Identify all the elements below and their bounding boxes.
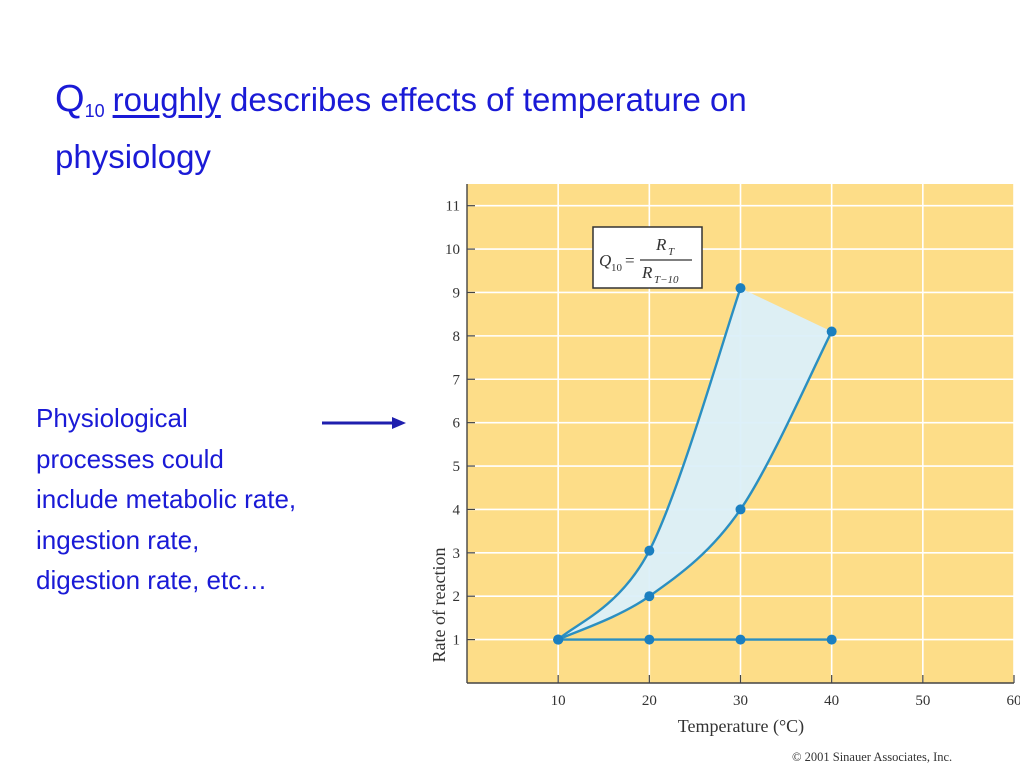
title-q-subscript: 10 bbox=[84, 101, 105, 121]
y-tick-label: 7 bbox=[453, 372, 461, 388]
copyright: © 2001 Sinauer Associates, Inc. bbox=[792, 750, 953, 764]
side-note-line: ingestion rate, bbox=[36, 524, 200, 555]
y-tick-label: 1 bbox=[453, 633, 461, 649]
title-rest: describes effects of temperature on bbox=[230, 81, 747, 118]
y-tick-label: 6 bbox=[453, 416, 461, 432]
side-note-line: include metabolic rate, bbox=[36, 484, 297, 514]
formula-denominator-subscript: T−10 bbox=[654, 274, 679, 286]
slide-title: Q10 roughly describes effects of temperat… bbox=[55, 76, 955, 180]
data-point bbox=[735, 283, 746, 294]
formula-numerator-subscript: T bbox=[668, 246, 675, 258]
formula-numerator: R bbox=[655, 235, 667, 254]
data-point bbox=[735, 504, 746, 515]
series-line-1 bbox=[557, 287, 742, 641]
y-tick-label: 2 bbox=[453, 589, 461, 605]
shaded-area bbox=[558, 288, 832, 640]
x-tick-label: 20 bbox=[642, 693, 657, 709]
formula-frame bbox=[592, 226, 703, 289]
side-note-line: Physiological bbox=[36, 403, 188, 433]
rate-temperature-chart: 1 2 3 4 5 6 7 8 9 10 11 10 20 30 40 50 60 Rate of reacti… bbox=[429, 184, 1020, 737]
title-roughly: roughly bbox=[112, 81, 221, 118]
x-tick-label: 50 bbox=[915, 693, 930, 709]
formula-equals: = bbox=[625, 251, 635, 270]
series-lines bbox=[557, 287, 833, 641]
axes: 1 2 3 4 5 6 7 8 9 10 11 10 20 30 40 50 60 bbox=[445, 184, 1020, 709]
y-axis-title: Rate of reaction bbox=[429, 548, 449, 663]
y-tick-label: 11 bbox=[446, 199, 460, 215]
series-line-2 bbox=[557, 330, 833, 641]
formula-denominator: R bbox=[641, 263, 653, 282]
q10-formula-box: Q 10 = R T R T−10 bbox=[592, 226, 703, 289]
data-point bbox=[644, 545, 655, 556]
data-point bbox=[553, 634, 564, 645]
x-tick-label: 40 bbox=[824, 693, 839, 709]
data-point bbox=[735, 634, 746, 645]
title-q: Q bbox=[55, 78, 85, 120]
x-tick-label: 30 bbox=[733, 693, 748, 709]
pointer-arrow-icon bbox=[322, 417, 406, 429]
formula-lhs: Q bbox=[599, 251, 611, 270]
shaded-region bbox=[558, 288, 832, 640]
title-line2: physiology bbox=[55, 138, 211, 175]
arrow-head bbox=[392, 417, 406, 429]
y-tick-label: 10 bbox=[445, 242, 460, 258]
data-point bbox=[644, 591, 655, 602]
side-note-line: digestion rate, etc… bbox=[36, 565, 268, 595]
y-tick-label: 5 bbox=[453, 459, 461, 475]
y-tick-label: 3 bbox=[453, 546, 461, 562]
y-tick-label: 8 bbox=[453, 329, 461, 345]
y-tick-label: 4 bbox=[453, 502, 461, 518]
data-point bbox=[826, 634, 837, 645]
x-tick-label: 10 bbox=[551, 693, 566, 709]
data-point bbox=[644, 634, 655, 645]
side-note: Physiological processes could include me… bbox=[36, 398, 396, 601]
data-points bbox=[553, 283, 837, 645]
y-tick-label: 9 bbox=[453, 285, 461, 301]
side-note-line: processes could bbox=[36, 443, 224, 474]
x-axis-title: Temperature (°C) bbox=[678, 716, 804, 737]
formula-lhs-subscript: 10 bbox=[611, 262, 623, 274]
x-tick-label: 60 bbox=[1007, 693, 1021, 709]
data-point bbox=[826, 326, 837, 337]
